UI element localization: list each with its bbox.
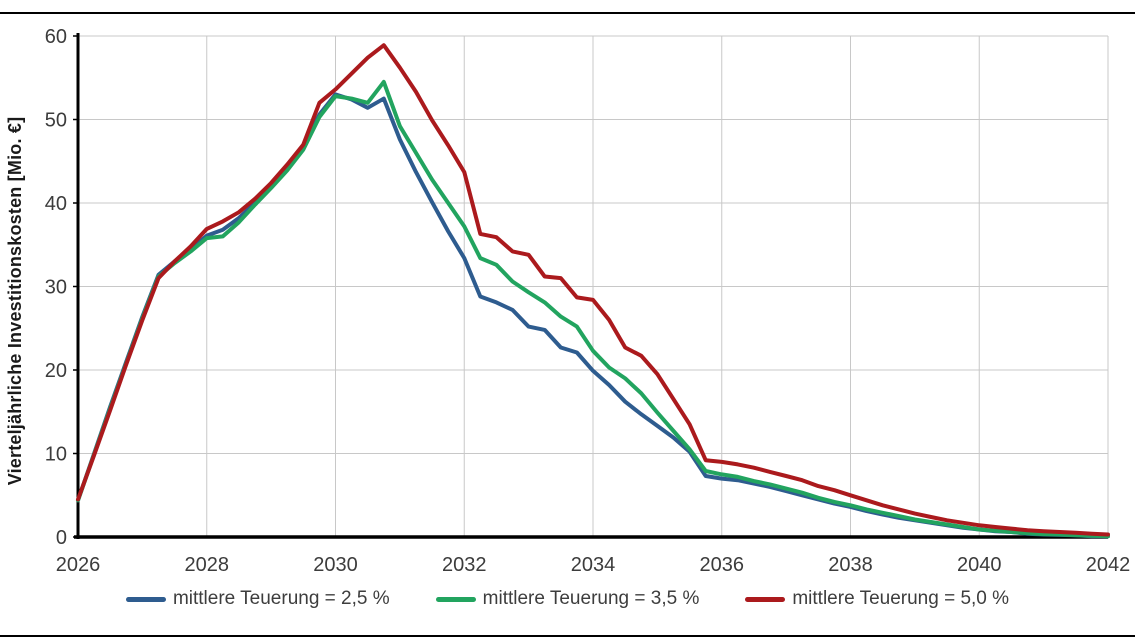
x-tick-label: 2032	[442, 554, 487, 576]
x-tick-label: 2034	[571, 554, 616, 576]
y-tick-label: 0	[56, 527, 67, 549]
y-tick-label: 30	[45, 277, 67, 299]
x-tick-label: 2026	[56, 554, 101, 576]
legend-label: mittlere Teuerung = 2,5 %	[172, 588, 390, 609]
y-tick-label: 60	[45, 26, 67, 48]
x-tick-label: 2040	[957, 554, 1002, 576]
y-tick-label: 40	[45, 193, 67, 215]
legend-label: mittlere Teuerung = 5,0 %	[792, 588, 1010, 609]
top-border-rule	[0, 12, 1135, 14]
x-tick-label: 2028	[185, 554, 230, 576]
x-tick-label: 2042	[1086, 554, 1131, 576]
y-tick-label: 10	[45, 444, 67, 466]
x-tick-label: 2036	[700, 554, 745, 576]
legend-swatch-green-line	[435, 596, 476, 602]
legend-swatch-red-line	[745, 596, 786, 602]
series-line-1	[76, 79, 1110, 539]
legend-label: mittlere Teuerung = 3,5 %	[482, 588, 700, 609]
y-tick-label: 20	[45, 360, 67, 382]
x-tick-label: 2030	[313, 554, 358, 576]
x-tick-label: 2038	[828, 554, 873, 576]
bottom-border-rule	[0, 635, 1135, 637]
y-tick-label: 50	[45, 110, 67, 132]
legend-item-teuerung-3-5: mittlere Teuerung = 3,5 %	[435, 588, 700, 610]
legend-item-teuerung-2-5: mittlere Teuerung = 2,5 %	[125, 588, 390, 610]
legend: mittlere Teuerung = 2,5 % mittlere Teuer…	[0, 588, 1135, 610]
legend-item-teuerung-5-0: mittlere Teuerung = 5,0 %	[745, 588, 1009, 610]
legend-swatch-blue-line	[125, 596, 166, 602]
series-line-2	[76, 43, 1110, 537]
